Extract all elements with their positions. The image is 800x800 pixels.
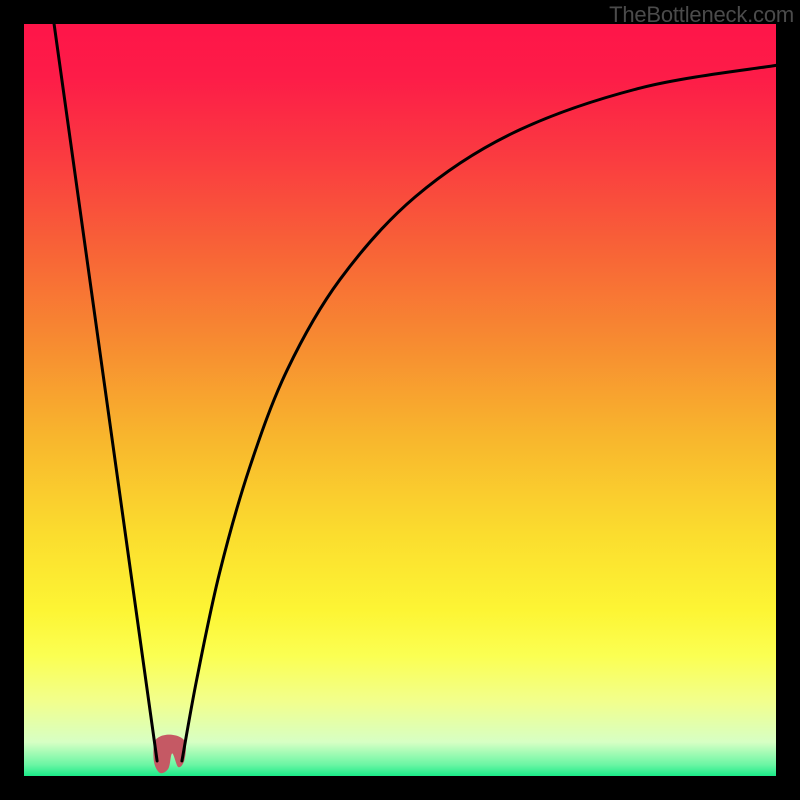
watermark-text: TheBottleneck.com	[609, 2, 794, 28]
plot-background	[24, 24, 776, 776]
bottleneck-chart	[0, 0, 800, 800]
